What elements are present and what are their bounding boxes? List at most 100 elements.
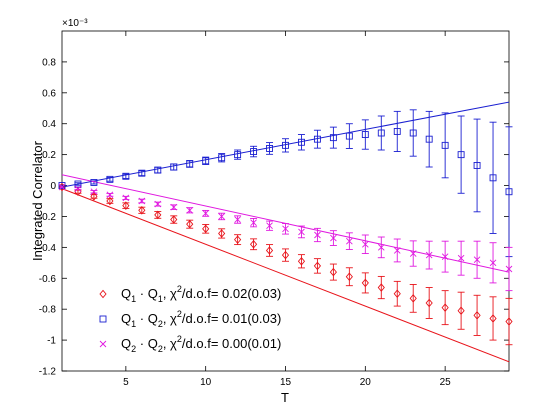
x-axis-title: T (281, 390, 289, 405)
data-point-series-1 (154, 210, 162, 220)
data-point-series-3 (441, 253, 449, 260)
data-point-series-1 (281, 250, 290, 260)
data-point-series-3 (457, 254, 465, 262)
data-point-series-2 (329, 134, 337, 142)
data-point-series-1 (218, 229, 226, 238)
data-point-series-3 (90, 188, 98, 196)
y-tick-label: 0.8 (42, 57, 56, 68)
data-point-series-1 (186, 219, 194, 229)
data-point-series-3 (377, 244, 385, 251)
legend-mid-text: · Q (136, 311, 158, 326)
data-point-series-1 (345, 272, 353, 282)
data-point-series-2 (106, 175, 114, 183)
data-point-series-3 (234, 216, 241, 223)
data-point-series-3 (74, 185, 82, 192)
data-markers (58, 128, 513, 326)
data-point-series-1 (249, 239, 258, 249)
data-point-series-2 (345, 132, 353, 140)
data-point-series-1 (58, 182, 66, 192)
legend-sub2-text: 2 (158, 319, 163, 329)
y-tick-label: 0.6 (42, 88, 56, 99)
data-point-series-1 (265, 246, 274, 255)
data-point-series-2 (74, 180, 82, 188)
legend-sub2-text: 2 (158, 344, 163, 354)
data-point-series-1 (313, 261, 322, 271)
data-point-series-3 (362, 240, 369, 248)
legend-sup-text: 2 (177, 284, 182, 294)
x-tick-label: 10 (200, 377, 212, 388)
y-tick-label: -1.2 (39, 367, 57, 378)
data-point-series-2 (170, 163, 178, 171)
data-point-series-2 (505, 188, 513, 196)
data-point-series-3 (330, 234, 337, 242)
legend-sub1-text: 1 (131, 294, 136, 304)
legend-sub1-text: 2 (131, 344, 136, 354)
legend-chi-text: , χ (163, 311, 177, 326)
legend-mid-text: · Q (136, 286, 158, 301)
data-point-series-1 (457, 306, 465, 316)
data-point-series-3 (218, 213, 225, 220)
data-point-series-1 (170, 215, 178, 224)
data-point-series-3 (314, 231, 321, 239)
x-tick-label: 15 (280, 377, 292, 388)
y-tick-label: -0.6 (39, 274, 57, 285)
data-point-series-3 (186, 206, 194, 214)
data-point-series-2 (298, 138, 305, 146)
y-tick-label: -0.8 (39, 305, 57, 316)
legend-sup-text: 2 (177, 334, 182, 344)
legend-sub1-text: 1 (131, 319, 136, 329)
data-point-series-2 (489, 174, 497, 182)
data-point-series-1 (409, 294, 417, 303)
legend-mid-text: · Q (136, 336, 158, 351)
y-tick-label: -1 (47, 336, 56, 347)
data-point-series-1 (297, 256, 306, 266)
legend-chi-text: , χ (163, 336, 177, 351)
legend-entry-series-1: Q1​ · Q1​, χ2​/d.o.f= 0.02(0.03) (121, 284, 281, 304)
data-point-series-2 (393, 128, 401, 135)
data-point-series-2 (138, 169, 146, 177)
data-point-series-3 (154, 200, 162, 208)
legend-main-text: Q (121, 311, 131, 326)
legend-marker-series-2 (99, 315, 107, 323)
data-point-series-2 (58, 182, 66, 189)
axis-ticks: 5 10 15 20 25 -1.2 -1 -0.8 -0.6 -0.4 -0.2 0 0.2 0.4 0.… (39, 31, 509, 388)
data-point-series-3 (298, 228, 305, 236)
data-point-series-1 (90, 192, 98, 201)
data-point-series-3 (170, 203, 178, 211)
data-point-series-2 (441, 141, 449, 149)
data-point-series-1 (106, 196, 114, 206)
data-point-series-2 (425, 135, 433, 143)
fit-line-series-2 (61, 101, 510, 188)
data-point-series-2 (90, 179, 98, 186)
y-tick-label: -0.4 (39, 243, 57, 254)
data-point-series-1 (425, 298, 433, 308)
data-point-series-3 (58, 183, 66, 191)
data-point-series-1 (441, 303, 449, 312)
x-tick-label: 20 (360, 377, 372, 388)
data-point-series-2 (409, 129, 417, 137)
data-point-series-2 (250, 148, 258, 155)
data-point-series-2 (282, 141, 289, 149)
fit-line-series-1 (61, 188, 510, 363)
data-point-series-3 (122, 194, 130, 202)
data-point-series-3 (106, 191, 114, 199)
data-point-series-2 (218, 154, 226, 162)
data-point-series-2 (122, 172, 130, 180)
data-point-series-2 (186, 160, 194, 168)
data-point-series-3 (282, 225, 289, 233)
data-point-series-1 (377, 283, 385, 292)
data-point-series-3 (202, 210, 209, 217)
y-tick-label: -0.2 (39, 212, 57, 223)
data-point-series-1 (202, 224, 210, 234)
data-point-series-2 (313, 135, 321, 143)
data-point-series-3 (505, 265, 513, 273)
data-point-series-1 (361, 278, 369, 288)
data-point-series-2 (202, 157, 210, 165)
data-point-series-3 (409, 250, 417, 257)
fit-lines (61, 101, 510, 363)
data-point-series-1 (473, 311, 481, 320)
data-point-series-1 (393, 289, 401, 299)
data-point-series-3 (393, 247, 401, 254)
x-tick-label: 25 (440, 377, 452, 388)
data-point-series-2 (154, 166, 162, 174)
